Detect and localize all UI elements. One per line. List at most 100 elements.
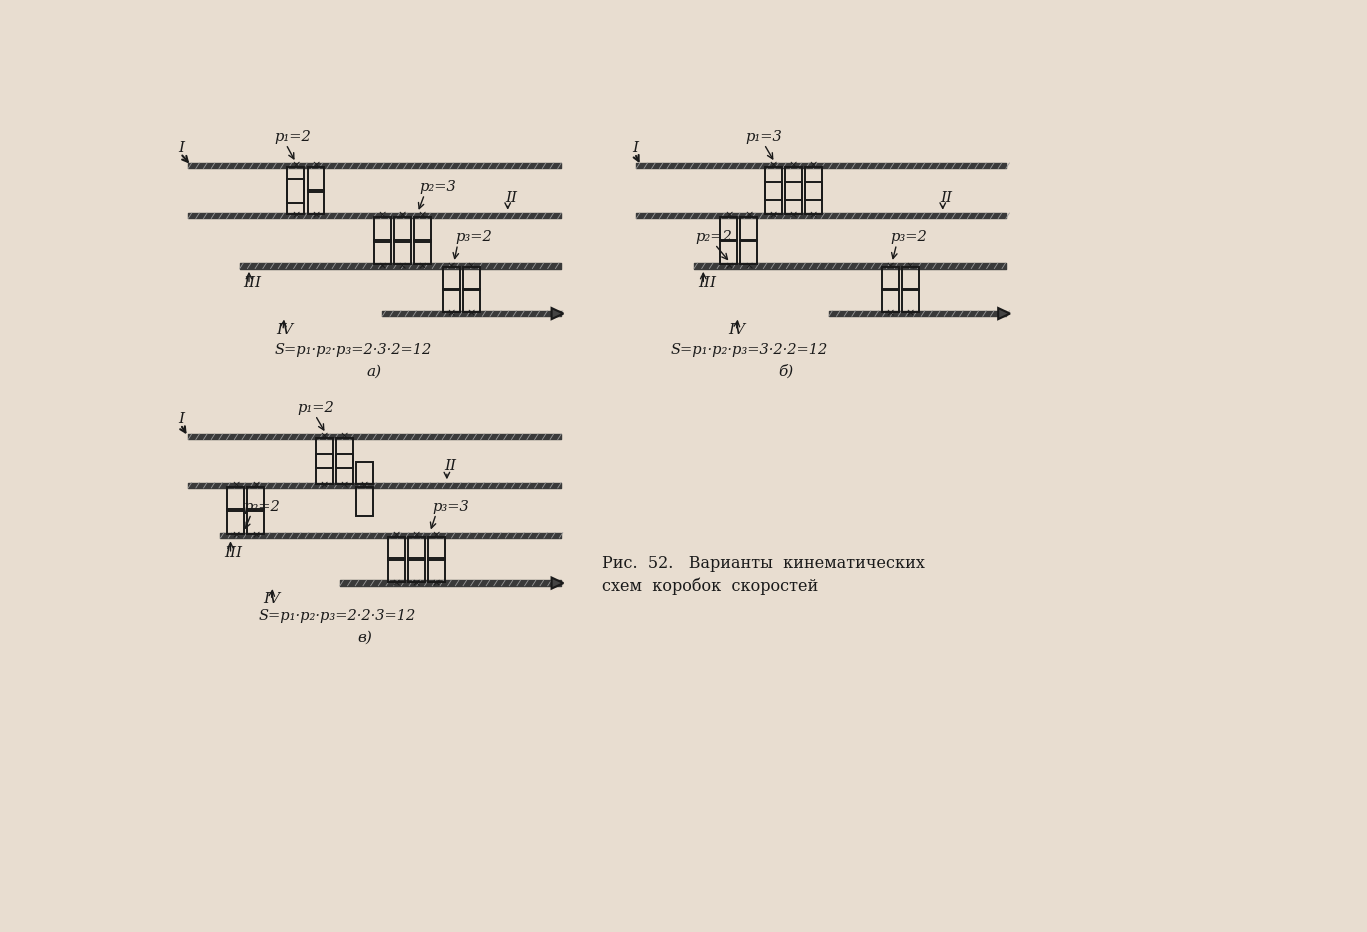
Text: I: I <box>633 141 638 155</box>
Polygon shape <box>552 308 563 319</box>
Text: ×: × <box>809 211 817 221</box>
Text: ×: × <box>725 211 733 221</box>
Text: ×: × <box>391 530 401 541</box>
Text: S=p₁·p₂·p₃=2·3·2=12: S=p₁·p₂·p₃=2·3·2=12 <box>275 343 432 357</box>
Text: II: II <box>506 191 517 205</box>
Bar <box>805 182 822 214</box>
Text: ×: × <box>809 160 817 171</box>
Bar <box>428 558 444 582</box>
Text: ×: × <box>725 261 733 271</box>
Bar <box>407 537 425 560</box>
Bar <box>316 438 334 468</box>
Text: ×: × <box>320 480 329 490</box>
Text: ×: × <box>768 160 778 171</box>
Bar <box>414 240 431 265</box>
Text: p₁=2: p₁=2 <box>275 130 312 144</box>
Text: ×: × <box>398 211 407 221</box>
Bar <box>287 179 305 214</box>
Text: а): а) <box>366 364 381 378</box>
Bar <box>394 217 410 242</box>
Text: ×: × <box>417 261 427 271</box>
Text: IV: IV <box>729 322 745 336</box>
Text: p₁=3: p₁=3 <box>745 130 782 144</box>
Text: ×: × <box>340 432 349 442</box>
Bar <box>308 167 324 192</box>
Bar <box>766 182 782 214</box>
Text: ×: × <box>411 530 421 541</box>
Bar <box>463 267 480 291</box>
Text: ×: × <box>377 211 387 221</box>
Bar <box>882 267 899 291</box>
Bar <box>741 217 757 240</box>
Text: ×: × <box>312 211 321 221</box>
Bar <box>355 487 373 516</box>
Text: IV: IV <box>262 592 280 606</box>
Bar <box>720 241 737 265</box>
Bar <box>407 558 425 582</box>
Bar <box>428 537 444 560</box>
Text: IV: IV <box>276 322 293 336</box>
Bar <box>785 182 802 214</box>
Bar <box>902 267 919 291</box>
Text: II: II <box>940 191 953 205</box>
Text: Рис.  52.   Варианты  кинематических: Рис. 52. Варианты кинематических <box>601 555 924 571</box>
Bar <box>287 167 305 202</box>
Bar <box>247 509 264 534</box>
Text: ×: × <box>340 480 349 490</box>
Text: ×: × <box>231 530 241 541</box>
Text: ×: × <box>768 211 778 221</box>
Text: ×: × <box>789 160 798 171</box>
Text: ×: × <box>789 211 798 221</box>
Text: III: III <box>224 546 242 560</box>
Text: ×: × <box>252 530 261 541</box>
Text: ×: × <box>906 261 915 271</box>
Text: I: I <box>178 141 185 155</box>
Bar <box>373 217 391 242</box>
Text: p₂=2: p₂=2 <box>243 500 280 514</box>
Text: p₃=2: p₃=2 <box>455 230 492 244</box>
Bar <box>388 558 405 582</box>
Text: ×: × <box>291 160 301 171</box>
Text: ×: × <box>291 211 301 221</box>
Bar <box>373 240 391 265</box>
Bar <box>443 267 459 291</box>
Bar <box>902 289 919 312</box>
Bar <box>308 189 324 214</box>
Polygon shape <box>552 578 563 589</box>
Text: p₁=2: p₁=2 <box>298 401 335 415</box>
Text: ×: × <box>744 211 753 221</box>
Bar <box>227 509 245 534</box>
Text: ×: × <box>466 308 476 319</box>
Bar <box>741 241 757 265</box>
Text: ×: × <box>744 261 753 271</box>
Text: ×: × <box>231 480 241 490</box>
Bar <box>766 167 782 199</box>
Bar <box>247 487 264 512</box>
Text: ×: × <box>252 480 261 490</box>
Text: ×: × <box>312 160 321 171</box>
Text: ×: × <box>906 308 915 319</box>
Text: ×: × <box>432 578 440 588</box>
Text: схем  коробок  скоростей: схем коробок скоростей <box>601 577 817 595</box>
Text: ×: × <box>398 261 407 271</box>
Bar <box>463 289 480 312</box>
Text: I: I <box>178 412 185 426</box>
Text: в): в) <box>358 631 372 645</box>
Text: ×: × <box>886 308 895 319</box>
Text: ×: × <box>411 578 421 588</box>
Text: S=p₁·p₂·p₃=3·2·2=12: S=p₁·p₂·p₃=3·2·2=12 <box>671 343 828 357</box>
Bar <box>394 240 410 265</box>
Bar <box>882 289 899 312</box>
Bar <box>414 217 431 242</box>
Bar <box>805 167 822 199</box>
Text: p₂=2: p₂=2 <box>696 230 733 244</box>
Bar <box>720 217 737 240</box>
Text: ×: × <box>360 480 369 490</box>
Text: ×: × <box>320 432 329 442</box>
Bar <box>355 462 373 484</box>
Text: II: II <box>444 459 455 473</box>
Text: p₂=3: p₂=3 <box>420 180 457 194</box>
Text: III: III <box>243 277 261 291</box>
Text: S=p₁·p₂·p₃=2·2·3=12: S=p₁·p₂·p₃=2·2·3=12 <box>258 609 416 623</box>
Text: ×: × <box>466 261 476 271</box>
